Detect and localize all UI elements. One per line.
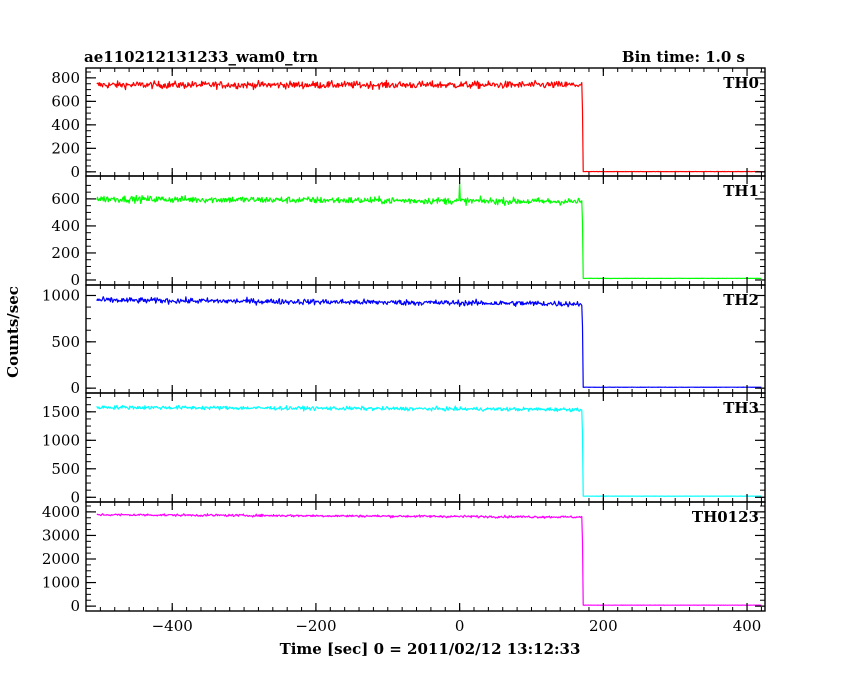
y-tick-label: 600 [51,92,80,110]
panel-frame [85,392,766,503]
y-tick-label: 2000 [42,550,80,568]
y-tick-label: 1000 [42,286,80,304]
panel-frame [85,501,766,612]
x-axis-label: Time [sec] 0 = 2011/02/12 13:12:33 [280,640,581,658]
panel-th1: 0 200 400 600 TH1 [51,175,766,289]
y-tick-label: 0 [70,488,80,506]
panel-label: TH1 [723,182,759,200]
y-tick-label: 500 [51,333,80,351]
x-tick-label: 0 [455,617,465,635]
y-tick-label: 400 [51,217,80,235]
series-line-th0123 [96,513,762,606]
series-line-th0 [96,79,762,173]
y-tick-label: 200 [51,139,80,157]
y-tick-label: 0 [70,163,80,181]
y-tick-label: 400 [51,116,80,134]
series-line-th2 [96,296,762,388]
y-tick-label: 0 [70,271,80,289]
y-tick-label: 0 [70,379,80,397]
bin-time-label: Bin time: 1.0 s [622,48,745,66]
y-tick-label: 3000 [42,526,80,544]
y-tick-label: 1000 [42,574,80,592]
series-line-th1 [96,182,762,280]
y-tick-label: 4000 [42,503,80,521]
x-tick-label: −400 [152,617,193,635]
y-axis-label: Counts/sec [4,286,22,378]
panel-th0123: 0 1000 2000 3000 4000 TH0123 [42,501,766,615]
x-tick-label: −200 [295,617,336,635]
panels-layer: 0 200 400 600 800 TH0 0 200 400 600 TH1 0 500 1000 TH2… [42,67,766,635]
x-tick-label: 200 [589,617,618,635]
y-tick-label: 600 [51,190,80,208]
y-tick-label: 200 [51,244,80,262]
panel-th0: 0 200 400 600 800 TH0 [51,67,766,181]
panel-label: TH3 [723,399,759,417]
panel-th3: 0 500 1000 1500 TH3 [42,392,766,506]
y-tick-label: 800 [51,69,80,87]
series-line-th3 [96,404,762,497]
y-tick-label: 500 [51,460,80,478]
panel-label: TH0123 [692,508,759,526]
y-tick-label: 1500 [42,403,80,421]
panel-label: TH2 [723,291,759,309]
x-tick-label: 400 [733,617,762,635]
panel-th2: 0 500 1000 TH2 [42,284,766,397]
panel-label: TH0 [723,74,759,92]
y-tick-label: 1000 [42,431,80,449]
y-tick-label: 0 [70,597,80,615]
chart-title: ae110212131233_wam0_trn [84,48,318,66]
panel-frame [85,175,766,286]
